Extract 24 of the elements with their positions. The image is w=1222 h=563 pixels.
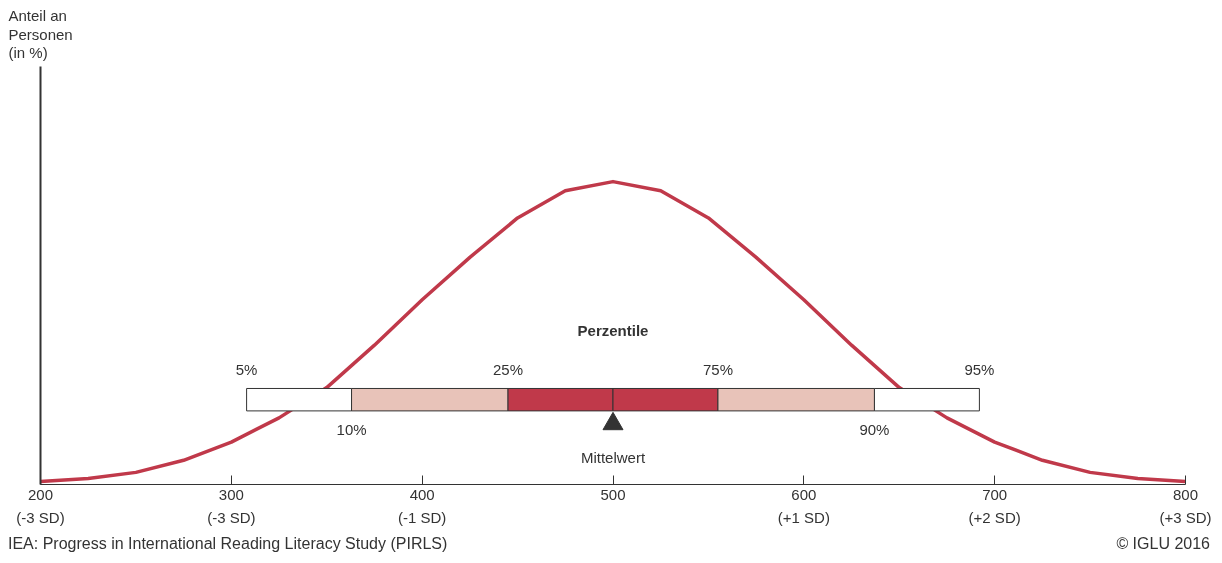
- x-tick-label: 400: [409, 485, 435, 503]
- x-tick-label: 700: [982, 485, 1008, 503]
- annotation: 10%: [336, 421, 367, 439]
- annotation: 90%: [859, 421, 890, 439]
- annotation: Mittelwert: [580, 448, 646, 466]
- text: (-3 SD): [207, 508, 256, 526]
- annotation: 75%: [702, 360, 733, 378]
- text: IEA: Progress in International Reading Literacy Study (PIRLS): [8, 534, 448, 554]
- text: © IGLU 2016: [1116, 534, 1210, 554]
- text: (+1 SD): [777, 508, 830, 526]
- x-tick-label: 800: [1172, 485, 1199, 503]
- text: (+3 SD): [1159, 508, 1212, 526]
- annotation: 25%: [493, 360, 524, 378]
- text: (-3 SD): [16, 508, 65, 526]
- x-tick-label: 600: [791, 485, 817, 503]
- x-tick-label: 300: [218, 485, 244, 503]
- annotation: Perzentile: [577, 321, 649, 339]
- annotation: 5%: [235, 360, 258, 378]
- annotation: 95%: [964, 360, 995, 378]
- text: (-1 SD): [398, 508, 447, 526]
- text: (+2 SD): [968, 508, 1021, 526]
- x-tick-label: 200: [27, 485, 54, 503]
- text: Anteil an Personen (in %): [8, 7, 73, 62]
- x-tick-label: 500: [600, 485, 626, 503]
